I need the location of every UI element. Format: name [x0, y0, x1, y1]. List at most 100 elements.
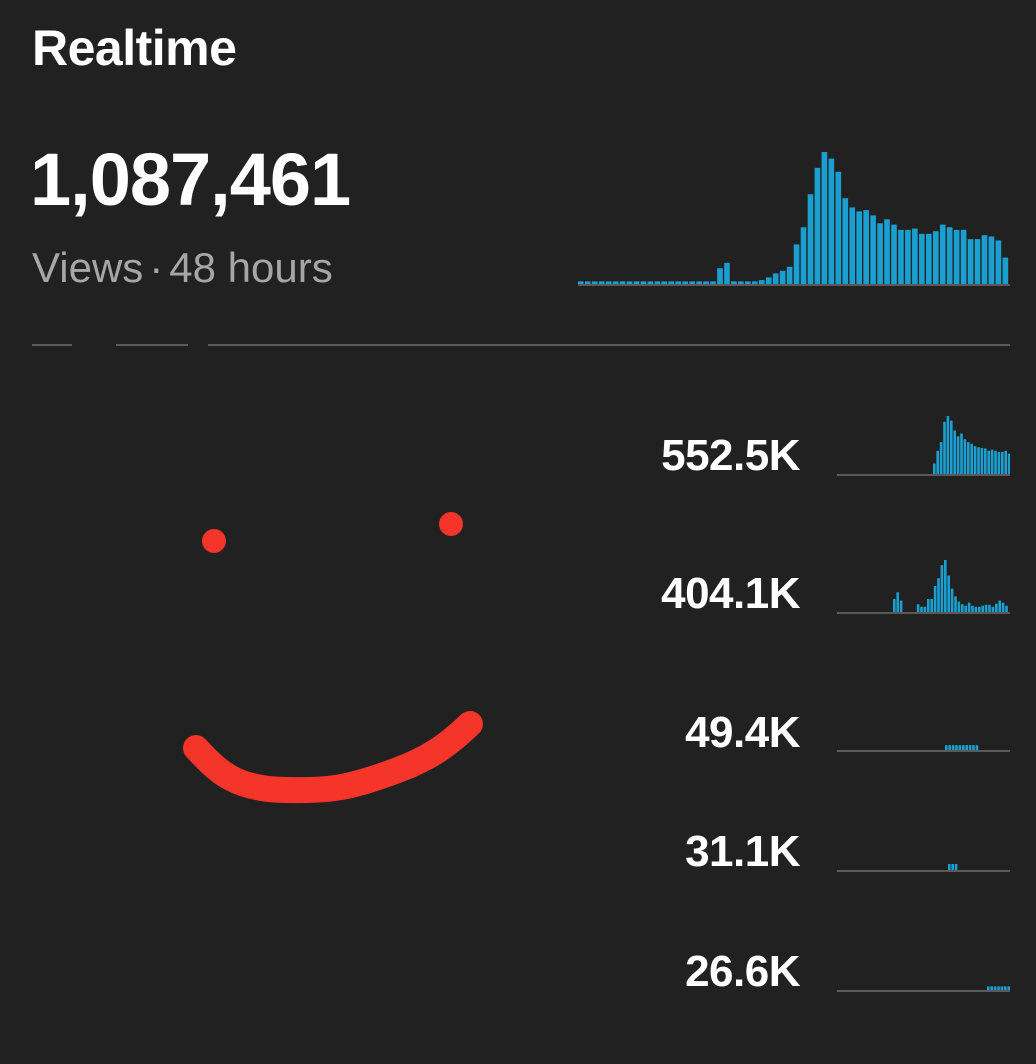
sparkline-bar — [994, 450, 997, 474]
sparkline-bar — [1004, 450, 1007, 474]
sparkline-bar — [997, 451, 1001, 474]
sparkline-bar — [950, 588, 954, 612]
sparkline-bar — [973, 446, 977, 474]
sparkline-bar — [591, 281, 598, 284]
sparkline-bar — [856, 211, 862, 284]
sparkline-bar — [793, 244, 800, 284]
sparkline-bar — [891, 224, 897, 284]
doodle-left-eye — [202, 529, 226, 553]
sparkline-bar — [997, 986, 1000, 990]
row-value: 49.4K — [685, 708, 800, 757]
sparkline-bar — [988, 236, 995, 284]
sparkline-bar — [995, 603, 998, 612]
sparkline-bar — [961, 604, 964, 612]
sparkline-bar — [993, 986, 997, 990]
sparkline-bar — [968, 745, 972, 750]
sparkline-bar — [943, 421, 946, 474]
sparkline-bar — [951, 745, 955, 750]
sparkline-bar — [821, 152, 828, 284]
sparkline-bar — [896, 592, 899, 612]
sparkline-bar — [964, 605, 967, 612]
sparkline-bar — [654, 281, 661, 284]
views-period-label: Views · 48 hours — [32, 242, 333, 294]
sparkline-bar — [612, 281, 619, 284]
sparkline-bar — [1007, 986, 1010, 990]
sparkline-bar — [779, 270, 786, 284]
sparkline-bar — [981, 235, 988, 284]
sparkline-bar — [972, 745, 975, 750]
sparkline-bar — [905, 229, 911, 284]
sparkline-bar — [1004, 986, 1007, 990]
sparkline-bar — [930, 599, 933, 612]
sparkline-bar — [675, 281, 682, 284]
sparkline-bar — [696, 281, 702, 284]
sparkline-bar — [633, 281, 640, 284]
row-sparkline — [837, 416, 1010, 476]
sparkline-bar — [668, 281, 675, 284]
sparkline-bar — [927, 599, 930, 612]
sparkline-bar — [998, 600, 1001, 612]
sparkline-bar — [948, 745, 951, 750]
sparkline-bar — [870, 215, 876, 284]
sparkline-bar — [974, 606, 978, 612]
sparkline-bar — [884, 219, 890, 284]
row-value: 26.6K — [685, 947, 800, 996]
sparkline-bar — [893, 599, 896, 612]
sparkline-bar — [956, 436, 960, 474]
sparkline-bar — [945, 745, 948, 750]
sparkline-bar — [965, 745, 968, 750]
sparkline-bar — [724, 262, 730, 284]
sparkline-bar — [814, 167, 821, 284]
sparkline-bar — [963, 439, 967, 474]
row-sparkline — [837, 745, 1010, 752]
sparkline-bar — [619, 281, 626, 284]
sparkline-bar — [710, 281, 716, 284]
sparkline-bar — [940, 565, 944, 612]
sparkline-bar — [937, 578, 940, 612]
sparkline-bar — [954, 864, 958, 870]
sparkline-bar — [950, 420, 953, 474]
sparkline-bar — [863, 210, 869, 284]
row-sparkline — [837, 986, 1010, 992]
sparkline-bar — [954, 596, 957, 612]
sparkline-bar — [977, 447, 980, 474]
sparkline-bar — [951, 864, 954, 870]
separator-dot: · — [149, 244, 164, 291]
sparkline-bar — [971, 605, 974, 612]
sparkline-bar — [955, 745, 958, 750]
metric-label: Views — [32, 244, 144, 291]
sparkline-bar — [912, 228, 918, 284]
sparkline-baseline — [578, 284, 1010, 286]
sparkline-bar — [899, 600, 903, 612]
sparkline-bar — [738, 281, 744, 284]
sparkline-bar — [984, 604, 988, 612]
sparkline-bar — [960, 229, 967, 284]
row-value: 552.5K — [661, 431, 800, 480]
sparkline-bar — [975, 745, 979, 750]
sparkline-bar — [944, 560, 947, 612]
sparkline-bar — [758, 280, 765, 284]
sparkline-bar — [987, 450, 990, 474]
sparkline-bar — [772, 273, 779, 284]
sparkline-bar — [923, 606, 927, 612]
sparkline-bar — [995, 240, 1002, 284]
sparkline-baseline — [837, 612, 1010, 614]
sparkline-bar — [626, 281, 633, 284]
row-value: 404.1K — [661, 569, 800, 618]
sparkline-bar — [807, 194, 814, 284]
sparkline-bar — [932, 231, 939, 284]
sparkline-bar — [960, 433, 963, 474]
sparkline-bar — [974, 239, 981, 284]
sparkline-bar — [984, 448, 987, 474]
sparkline-bar — [800, 227, 807, 284]
sparkline-bar — [988, 604, 991, 612]
sparkline-bar — [981, 605, 984, 612]
sparkline-bar — [953, 430, 956, 474]
sparkline-bar — [745, 281, 751, 284]
sparkline-bar — [967, 239, 974, 284]
sparkline-bar — [978, 606, 981, 612]
sparkline-bar — [598, 281, 605, 284]
sparkline-bar — [877, 223, 883, 284]
sparkline-bar — [962, 745, 965, 750]
